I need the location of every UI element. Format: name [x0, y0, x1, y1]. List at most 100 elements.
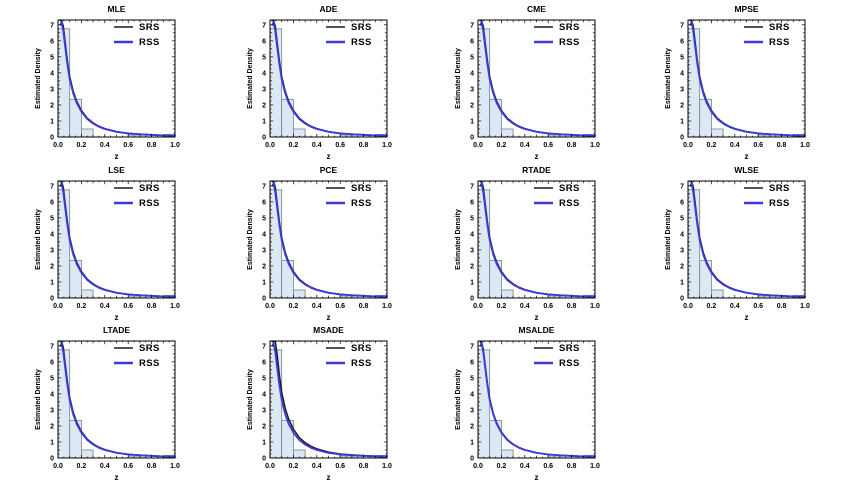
density-plot-mle: MLE 0.0 0.2 0.4 0.6 0.8 1.0 0 1 2 3 4 5 6 7 z Estimated …	[35, 4, 180, 161]
y-tick-label: 5	[50, 215, 54, 222]
x-tick-label: 0.2	[707, 142, 717, 149]
y-tick-label: 2	[262, 263, 266, 270]
x-tick-label: 0.6	[123, 463, 133, 470]
panel-cme: CME 0.0 0.2 0.4 0.6 0.8 1.0 0 1 2 3 4 5 6 7 z Estimated …	[420, 0, 637, 165]
y-tick-label: 4	[680, 70, 684, 77]
rss-density-curve	[479, 342, 596, 458]
x-tick-label: 1.0	[170, 303, 180, 310]
histogram-bar	[489, 259, 502, 299]
y-tick-label: 2	[50, 423, 54, 430]
legend-label-rss: RSS	[139, 358, 160, 369]
y-tick-label: 5	[470, 215, 474, 222]
x-tick-label: 0.6	[543, 463, 553, 470]
y-tick-label: 3	[470, 247, 474, 254]
panel-title: MPSE	[734, 4, 758, 14]
y-tick-label: 4	[50, 391, 54, 398]
x-tick-label: 1.0	[170, 142, 180, 149]
x-tick-label: 0.0	[683, 303, 693, 310]
y-tick-label: 4	[262, 231, 266, 238]
y-tick-label: 6	[470, 199, 474, 206]
y-tick-label: 4	[470, 391, 474, 398]
histogram-bar	[699, 259, 712, 299]
y-tick-label: 1	[50, 118, 54, 125]
y-axis-label: Estimated Density	[247, 209, 254, 270]
histogram-bar	[69, 98, 82, 138]
x-tick-label: 0.4	[520, 142, 530, 149]
density-plot-pce: PCE 0.0 0.2 0.4 0.6 0.8 1.0 0 1 2 3 4 5 6 7 z Estimated …	[247, 165, 392, 322]
x-tick-label: 0.4	[312, 463, 322, 470]
legend-label-rss: RSS	[559, 198, 580, 209]
legend-label-srs: SRS	[559, 183, 580, 194]
legend-label-rss: RSS	[139, 37, 160, 48]
x-tick-label: 0.4	[520, 303, 530, 310]
panel-msalde: MSALDE 0.0 0.2 0.4 0.6 0.8 1.0 0 1 2 3 4 5 6 7 z Estimat…	[420, 321, 637, 481]
y-tick-label: 3	[262, 247, 266, 254]
x-tick-label: 1.0	[590, 463, 600, 470]
y-tick-label: 2	[262, 102, 266, 109]
y-tick-label: 3	[680, 86, 684, 93]
x-tick-label: 0.0	[53, 142, 63, 149]
y-tick-label: 4	[262, 391, 266, 398]
rss-density-curve	[59, 342, 176, 458]
y-tick-label: 7	[262, 22, 266, 29]
y-tick-label: 2	[680, 102, 684, 109]
density-plot-ltade: LTADE 0.0 0.2 0.4 0.6 0.8 1.0 0 1 2 3 4 5 6 7 z Estimate…	[35, 325, 180, 481]
x-tick-label: 0.8	[567, 463, 577, 470]
y-tick-label: 7	[50, 22, 54, 29]
y-tick-label: 3	[470, 86, 474, 93]
panel-mle: MLE 0.0 0.2 0.4 0.6 0.8 1.0 0 1 2 3 4 5 6 7 z Estimated …	[0, 0, 217, 165]
rss-density-curve	[689, 182, 806, 298]
legend-label-srs: SRS	[351, 343, 372, 354]
x-tick-label: 1.0	[800, 142, 810, 149]
legend-label-rss: RSS	[769, 37, 790, 48]
density-plot-rtade: RTADE 0.0 0.2 0.4 0.6 0.8 1.0 0 1 2 3 4 5 6 7 z Estimate…	[455, 165, 600, 322]
panel-title: ADE	[320, 4, 338, 14]
y-tick-label: 0	[50, 456, 54, 463]
x-axis-label: z	[745, 152, 749, 160]
panel-ltade: LTADE 0.0 0.2 0.4 0.6 0.8 1.0 0 1 2 3 4 5 6 7 z Estimate…	[0, 321, 217, 481]
panel-msade: MSADE 0.0 0.2 0.4 0.6 0.8 1.0 0 1 2 3 4 5 6 7 z Estimate…	[212, 321, 429, 481]
density-plot-mpse: MPSE 0.0 0.2 0.4 0.6 0.8 1.0 0 1 2 3 4 5 6 7 z Estimated…	[665, 4, 810, 161]
x-tick-label: 0.0	[53, 463, 63, 470]
x-axis-label: z	[745, 313, 749, 321]
x-tick-label: 0.8	[147, 142, 157, 149]
y-tick-label: 0	[470, 135, 474, 142]
panel-lse: LSE 0.0 0.2 0.4 0.6 0.8 1.0 0 1 2 3 4 5 6 7 z Estimated …	[0, 161, 217, 326]
x-tick-label: 0.0	[473, 463, 483, 470]
y-tick-label: 0	[262, 456, 266, 463]
y-tick-label: 1	[50, 279, 54, 286]
y-tick-label: 6	[470, 38, 474, 45]
y-tick-label: 1	[262, 279, 266, 286]
x-tick-label: 0.4	[100, 463, 110, 470]
x-tick-label: 0.2	[77, 142, 87, 149]
y-tick-label: 5	[50, 54, 54, 61]
panel-title: MLE	[108, 4, 126, 14]
panel-mpse: MPSE 0.0 0.2 0.4 0.6 0.8 1.0 0 1 2 3 4 5 6 7 z Estimated…	[630, 0, 847, 165]
x-tick-label: 0.6	[335, 142, 345, 149]
x-tick-label: 0.6	[335, 303, 345, 310]
y-axis-label: Estimated Density	[455, 209, 462, 270]
y-tick-label: 0	[262, 296, 266, 303]
y-tick-label: 4	[262, 70, 266, 77]
x-tick-label: 0.8	[147, 303, 157, 310]
y-tick-label: 0	[680, 135, 684, 142]
panel-rtade: RTADE 0.0 0.2 0.4 0.6 0.8 1.0 0 1 2 3 4 5 6 7 z Estimate…	[420, 161, 637, 326]
density-plot-msalde: MSALDE 0.0 0.2 0.4 0.6 0.8 1.0 0 1 2 3 4 5 6 7 z Estimat…	[455, 325, 600, 481]
x-axis-label: z	[115, 473, 119, 481]
legend-label-srs: SRS	[769, 22, 790, 33]
y-tick-label: 5	[680, 215, 684, 222]
y-tick-label: 7	[470, 343, 474, 350]
x-tick-label: 0.0	[265, 142, 275, 149]
panel-ade: ADE 0.0 0.2 0.4 0.6 0.8 1.0 0 1 2 3 4 5 6 7 z Estimated …	[212, 0, 429, 165]
y-tick-label: 7	[470, 183, 474, 190]
legend-label-srs: SRS	[139, 183, 160, 194]
x-tick-label: 0.4	[312, 303, 322, 310]
x-axis-label: z	[535, 473, 539, 481]
panel-pce: PCE 0.0 0.2 0.4 0.6 0.8 1.0 0 1 2 3 4 5 6 7 z Estimated …	[212, 161, 429, 326]
density-plot-cme: CME 0.0 0.2 0.4 0.6 0.8 1.0 0 1 2 3 4 5 6 7 z Estimated …	[455, 4, 600, 161]
y-tick-label: 6	[262, 359, 266, 366]
density-plot-lse: LSE 0.0 0.2 0.4 0.6 0.8 1.0 0 1 2 3 4 5 6 7 z Estimated …	[35, 165, 180, 322]
histogram-bar	[69, 419, 82, 459]
x-tick-label: 0.8	[359, 463, 369, 470]
